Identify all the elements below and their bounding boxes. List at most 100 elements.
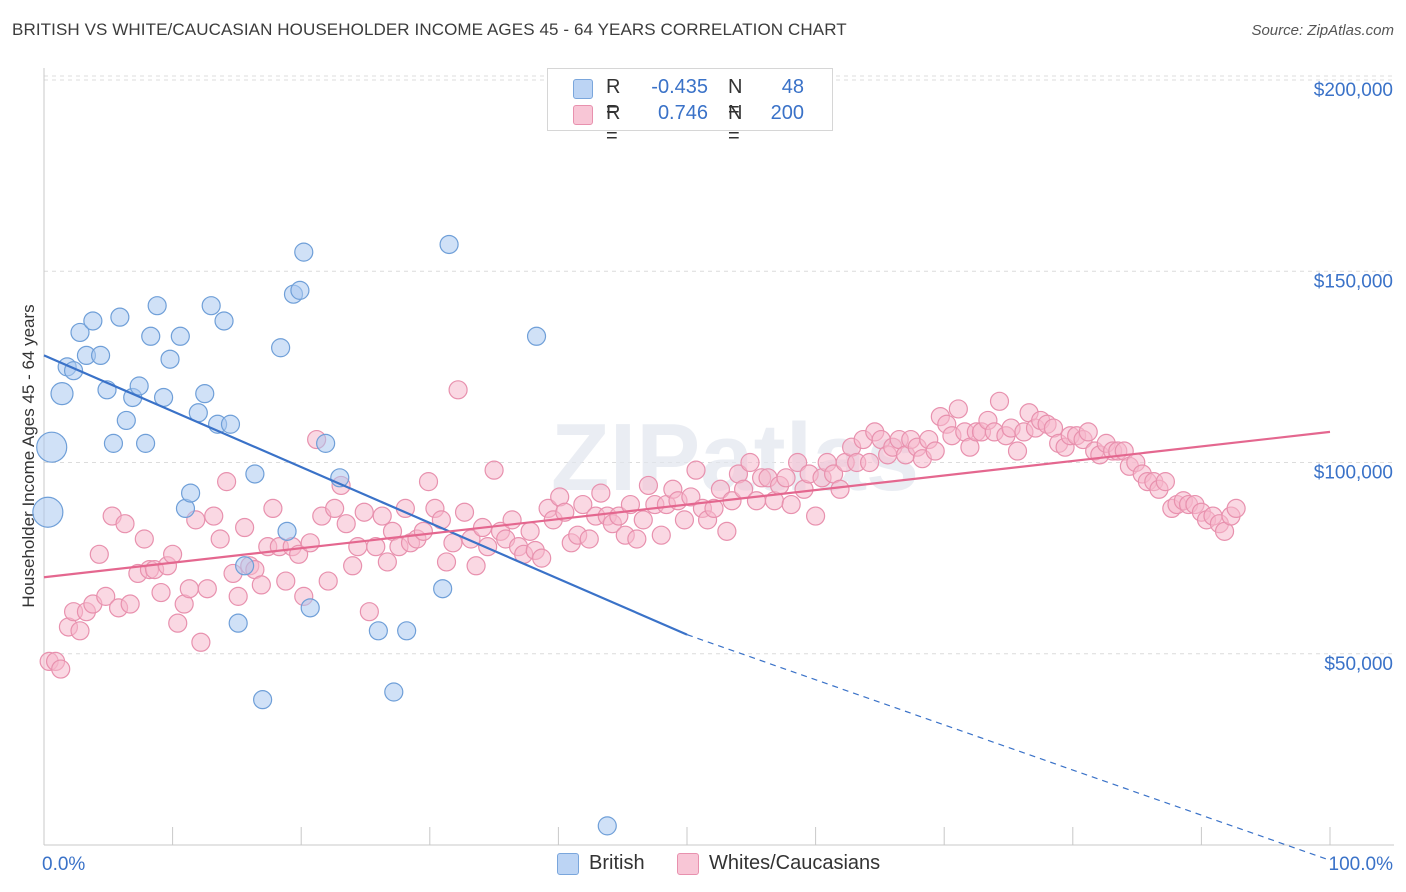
- whites-r-value: 0.746: [657, 102, 708, 124]
- whites-point: [627, 529, 647, 549]
- british-point: [300, 598, 320, 618]
- whites-point: [573, 494, 593, 515]
- british-point: [271, 338, 291, 358]
- whites-point: [638, 475, 659, 496]
- british-point: [36, 431, 68, 463]
- whites-point: [781, 494, 801, 515]
- british-swatch: [573, 79, 593, 99]
- british-point: [253, 690, 273, 710]
- british-trend-extension: [686, 634, 1331, 861]
- whites-point: [448, 380, 468, 400]
- british-point: [294, 242, 314, 262]
- whites-point: [51, 659, 71, 679]
- whites-point: [478, 537, 498, 557]
- whites-point: [89, 544, 109, 564]
- british-point: [597, 816, 617, 836]
- british-point: [368, 621, 388, 641]
- british-point: [397, 621, 417, 641]
- whites-point: [1226, 498, 1246, 518]
- whites-point: [989, 391, 1010, 411]
- whites-point: [179, 579, 199, 599]
- whites-point: [704, 498, 724, 518]
- whites-point: [300, 533, 320, 553]
- british-point: [316, 433, 336, 453]
- british-point: [90, 345, 111, 365]
- y-tick-label: $150,000: [1314, 271, 1393, 292]
- whites-point: [228, 586, 248, 606]
- whites-point: [787, 452, 808, 473]
- whites-point: [717, 521, 737, 541]
- whites-point: [343, 556, 363, 576]
- whites-point: [860, 452, 880, 473]
- whites-legend-label: Whites/Caucasians: [709, 852, 881, 874]
- whites-point: [70, 621, 90, 641]
- british-point: [110, 307, 130, 327]
- y-tick-label: $200,000: [1314, 80, 1393, 101]
- x-tick-label-end: 100.0%: [1329, 854, 1394, 875]
- x-tick-label-start: 0.0%: [42, 854, 85, 875]
- whites-point: [681, 487, 701, 507]
- british-point: [228, 613, 248, 633]
- whites-legend-swatch: [677, 853, 699, 875]
- whites-point: [633, 510, 653, 530]
- whites-point: [191, 632, 211, 652]
- british-point: [160, 349, 180, 369]
- whites-point: [418, 472, 439, 492]
- british-point: [290, 280, 310, 300]
- british-point: [526, 326, 547, 346]
- british-point: [103, 433, 124, 453]
- british-point: [181, 483, 201, 503]
- whites-point: [318, 571, 338, 591]
- whites-n-label: N =: [728, 102, 743, 147]
- british-point: [277, 521, 297, 541]
- whites-point: [436, 552, 457, 572]
- british-legend-swatch: [557, 853, 579, 875]
- british-point: [195, 384, 215, 404]
- british-r-label: R =: [606, 76, 621, 121]
- whites-point: [163, 544, 183, 564]
- british-trend-line: [43, 354, 688, 636]
- whites-point: [276, 571, 296, 591]
- whites-point: [484, 460, 504, 480]
- british-n-label: N =: [728, 76, 743, 121]
- whites-point: [359, 602, 379, 622]
- whites-swatch: [573, 105, 593, 125]
- british-point: [245, 464, 265, 484]
- british-point: [83, 311, 103, 331]
- british-point: [384, 682, 404, 702]
- whites-point: [830, 479, 850, 499]
- whites-point: [120, 594, 140, 614]
- whites-point: [96, 586, 116, 606]
- whites-point: [1155, 472, 1175, 492]
- whites-n-value: 200: [770, 102, 804, 124]
- whites-point: [168, 613, 188, 633]
- whites-point: [579, 529, 599, 549]
- whites-point: [710, 479, 731, 499]
- british-point: [129, 376, 149, 396]
- whites-point: [377, 552, 397, 572]
- y-tick-label: $50,000: [1324, 654, 1393, 675]
- british-point: [135, 433, 156, 453]
- whites-point: [776, 468, 796, 488]
- chart-title: BRITISH VS WHITE/CAUCASIAN HOUSEHOLDER I…: [12, 20, 847, 39]
- source-credit: Source: ZipAtlas.com: [1251, 22, 1394, 39]
- whites-point: [217, 472, 237, 492]
- british-point: [50, 382, 74, 406]
- whites-point: [454, 502, 475, 522]
- y-axis-label: Householder Income Ages 45 - 64 years: [19, 304, 38, 607]
- british-point: [170, 326, 190, 346]
- british-point: [201, 296, 221, 316]
- whites-point: [805, 506, 826, 526]
- whites-point: [466, 556, 486, 576]
- whites-point: [204, 506, 224, 526]
- trend-lines: [43, 354, 1331, 861]
- whites-point: [948, 399, 968, 419]
- british-point: [70, 322, 90, 343]
- british-point: [220, 414, 241, 434]
- whites-point: [620, 494, 641, 515]
- british-point: [141, 326, 161, 346]
- y-tick-label: $100,000: [1314, 463, 1393, 484]
- british-point: [214, 311, 234, 331]
- whites-point: [151, 582, 171, 603]
- whites-point: [115, 514, 135, 534]
